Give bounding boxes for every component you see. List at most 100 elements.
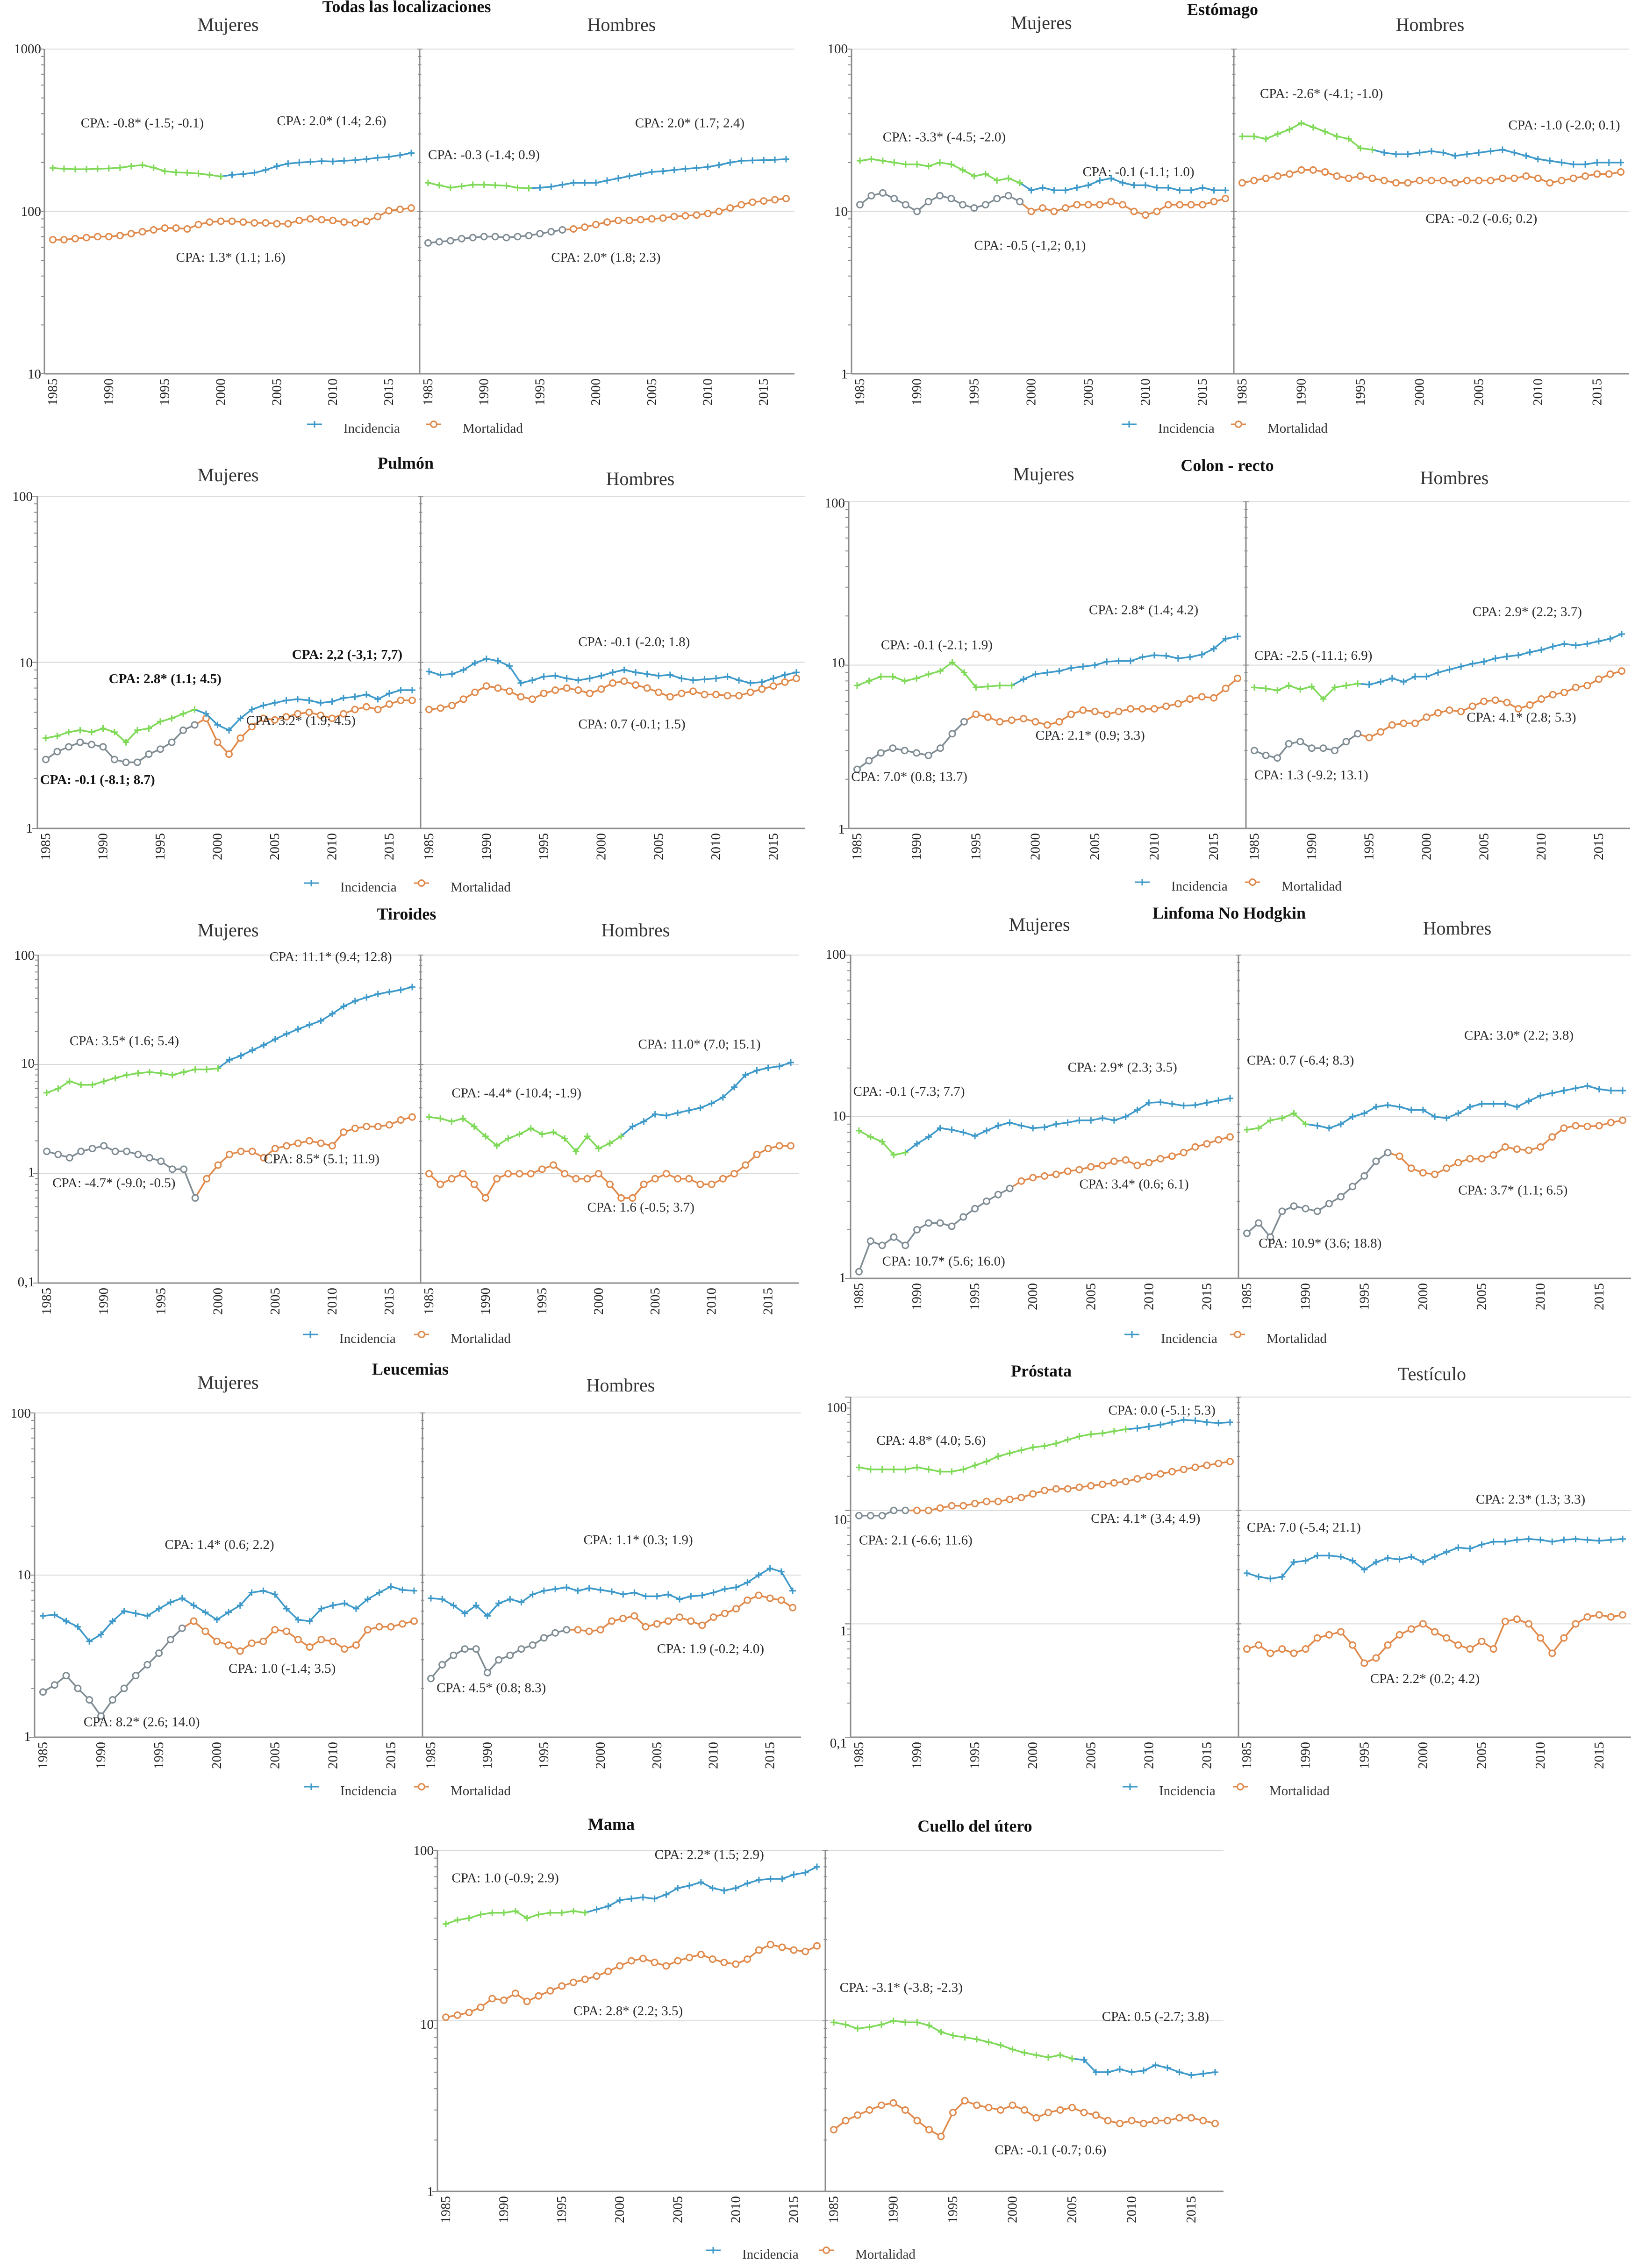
x-tick-label: 2005 xyxy=(1474,1283,1489,1310)
mortalidad-point xyxy=(1313,1207,1321,1215)
incidencia-point xyxy=(721,1585,728,1592)
incidencia-point xyxy=(363,994,370,1001)
mortalidad-point xyxy=(924,1219,932,1227)
mortalidad-point xyxy=(959,201,966,209)
panel-title-left: Mujeres xyxy=(197,1372,258,1393)
mortalidad-point xyxy=(1380,177,1388,185)
incidencia-point xyxy=(1396,1556,1403,1563)
incidencia-point xyxy=(217,173,224,180)
mortalidad-point xyxy=(217,217,225,225)
mortalidad-point xyxy=(760,197,768,205)
mortalidad-point xyxy=(1443,1634,1451,1642)
incidencia-line-segment xyxy=(1446,1547,1459,1553)
x-tick-label: 2015 xyxy=(1592,1283,1607,1310)
mortalidad-point xyxy=(662,1962,670,1970)
mortalidad-point xyxy=(351,706,359,713)
mortalidad-point xyxy=(865,756,873,764)
incidencia-point xyxy=(1440,149,1447,156)
mortalidad-point xyxy=(890,194,898,202)
incidencia-point xyxy=(902,2019,909,2026)
incidencia-line-segment xyxy=(1137,1102,1150,1111)
mortalidad-point xyxy=(686,1954,694,1961)
mortalidad-point xyxy=(1157,1470,1165,1478)
mortalidad-point xyxy=(1210,198,1218,206)
mortalidad-point xyxy=(1075,1166,1083,1174)
mortalidad-point xyxy=(418,1331,425,1338)
mortalidad-point xyxy=(1526,701,1534,709)
mortalidad-point xyxy=(1251,747,1258,755)
x-tick-label: 2000 xyxy=(1416,1283,1431,1310)
incidencia-point xyxy=(411,1587,417,1594)
mortalidad-point xyxy=(1510,174,1518,182)
incidencia-point xyxy=(1115,657,1122,664)
incidencia-point xyxy=(317,699,324,706)
incidencia-point xyxy=(655,672,662,679)
incidencia-line-segment xyxy=(377,692,390,700)
mortalidad-point xyxy=(340,218,348,226)
mortalidad-point xyxy=(1349,1183,1357,1191)
mortalidad-point xyxy=(778,1943,786,1951)
incidencia-line-segment xyxy=(1019,182,1032,191)
incidencia-point xyxy=(581,1909,588,1916)
incidencia-line-segment xyxy=(1167,2067,1180,2073)
incidencia-point xyxy=(439,1596,446,1603)
incidencia-line-segment xyxy=(367,1591,380,1600)
legend-mortalidad-label: Mortalidad xyxy=(451,880,511,895)
mortalidad-point xyxy=(960,718,968,726)
mortalidad-point xyxy=(1309,166,1317,174)
incidencia-line-segment xyxy=(158,1601,171,1610)
y-tick-label: 0,1 xyxy=(18,1275,35,1290)
mortalidad-point xyxy=(180,1165,188,1173)
legend-mortalidad-label: Mortalidad xyxy=(855,2247,916,2262)
x-tick-label: 2005 xyxy=(644,378,659,406)
incidencia-point xyxy=(1361,1110,1368,1117)
incidencia-point xyxy=(1354,680,1361,687)
mortalidad-point xyxy=(1064,1485,1072,1493)
incidencia-point xyxy=(1039,184,1046,191)
incidencia-point xyxy=(1490,1100,1497,1107)
incidencia-line-segment xyxy=(355,1598,368,1610)
mortalidad-point xyxy=(482,682,490,690)
incidencia-point xyxy=(214,721,221,728)
incidencia-point xyxy=(98,1631,105,1638)
cpa-annotation: CPA: 8.2* (2.6; 14.0) xyxy=(84,1714,200,1729)
incidencia-line-segment xyxy=(1258,1120,1271,1129)
incidencia-point xyxy=(1103,658,1110,665)
incidencia-point xyxy=(1157,1421,1164,1428)
incidencia-point xyxy=(674,1109,681,1116)
mortalidad-point xyxy=(49,235,57,243)
mortalidad-point xyxy=(1243,1229,1251,1237)
mortalidad-point xyxy=(723,692,731,699)
incidencia-line-segment xyxy=(54,1614,67,1622)
panel-title-right: Hombres xyxy=(606,468,675,489)
mortalidad-point xyxy=(1319,744,1327,752)
incidencia-point xyxy=(1618,630,1625,637)
x-tick-label: 2010 xyxy=(1533,1283,1548,1310)
mortalidad-point xyxy=(511,1990,519,1997)
x-tick-label: 1995 xyxy=(554,2196,569,2223)
incidencia-line-segment xyxy=(240,709,253,719)
incidencia-point xyxy=(180,710,186,717)
incidencia-line-segment xyxy=(733,1074,746,1088)
incidencia-line-segment xyxy=(228,718,241,731)
mortalidad-point xyxy=(640,1180,648,1188)
mortalidad-point xyxy=(1199,2117,1207,2125)
y-tick-label: 10 xyxy=(831,656,845,670)
y-tick-label: 100 xyxy=(827,1400,847,1415)
incidencia-point xyxy=(157,718,164,725)
mortalidad-point xyxy=(191,721,199,729)
incidencia-point xyxy=(648,169,655,176)
mortalidad-point xyxy=(100,1142,108,1150)
mortalidad-point xyxy=(1096,201,1104,209)
mortalidad-point xyxy=(214,738,222,746)
site-chart-tiroides: Tiroides Mujeres Hombres 0,1 1 10 100 In… xyxy=(14,905,799,1346)
mortalidad-point xyxy=(1278,1645,1286,1653)
incidencia-point xyxy=(1110,1117,1117,1124)
mortalidad-point xyxy=(127,229,135,237)
mortalidad-point xyxy=(793,674,800,682)
y-tick-label: 100 xyxy=(13,489,33,504)
mortalidad-point xyxy=(203,1175,211,1183)
legend-incidencia-label: Incidencia xyxy=(1158,421,1215,436)
incidencia-point xyxy=(1286,126,1293,133)
incidencia-point xyxy=(747,679,754,686)
